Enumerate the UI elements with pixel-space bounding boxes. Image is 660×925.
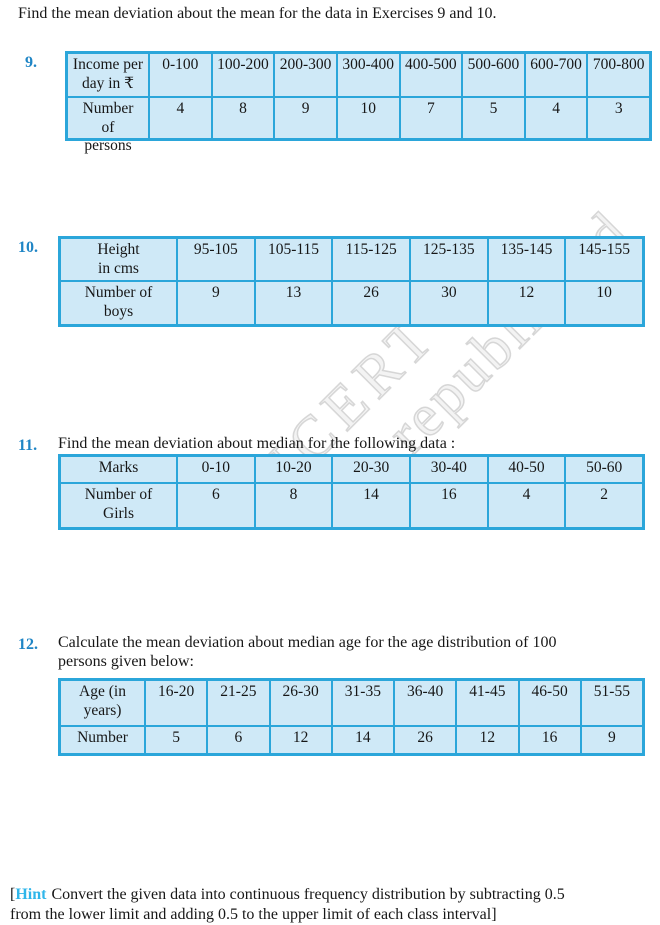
class-interval-cell: 41-45: [456, 680, 519, 726]
frequency-cell: 5: [145, 726, 208, 754]
frequency-cell: 4: [524, 97, 588, 139]
class-interval-cell: 30-40: [409, 456, 488, 483]
class-interval-cell: 400-500: [399, 53, 463, 97]
row-label: Marks: [60, 456, 177, 483]
exercise-11-question: Find the mean deviation about median for…: [58, 435, 456, 452]
frequency-cell: 8: [254, 483, 333, 528]
class-interval-cell: 40-50: [487, 456, 566, 483]
frequency-cell: 9: [177, 281, 255, 325]
row-label: Number of boys: [60, 281, 177, 325]
hint-line2: from the lower limit and adding 0.5 to t…: [10, 906, 497, 923]
frequency-cell: 6: [207, 726, 270, 754]
frequency-cell: 16: [409, 483, 488, 528]
frequency-cell: 30: [409, 281, 488, 325]
exercise-12-table: Age (in years) 16-20 21-25 26-30 31-35 36-40…: [58, 678, 645, 756]
frequency-cell: 12: [487, 281, 566, 325]
class-interval-cell: 26-30: [269, 680, 332, 726]
frequency-cell: 12: [269, 726, 332, 754]
class-interval-cell: 50-60: [565, 456, 643, 483]
frequency-cell: 10: [565, 281, 643, 325]
class-interval-cell: 700-800: [587, 53, 650, 97]
hint-text-line1: Convert the given data into continuous f…: [51, 886, 565, 903]
exercise-12: 12. Calculate the mean deviation about m…: [18, 633, 660, 756]
frequency-cell: 14: [331, 726, 394, 754]
class-interval-cell: 200-300: [274, 53, 337, 97]
class-interval-cell: 46-50: [518, 680, 581, 726]
exercise-11-number: 11.: [18, 437, 38, 454]
class-interval-cell: 20-30: [332, 456, 410, 483]
intro-text: Find the mean deviation about the mean f…: [18, 5, 497, 22]
frequency-cell: 26: [394, 726, 457, 754]
class-interval-cell: 16-20: [145, 680, 208, 726]
frequency-cell: 13: [254, 281, 333, 325]
row-label: Age (in years): [60, 680, 145, 726]
class-interval-cell: 600-700: [524, 53, 588, 97]
exercise-9-number: 9.: [25, 54, 37, 71]
class-interval-cell: 31-35: [331, 680, 394, 726]
class-interval-cell: 100-200: [211, 53, 275, 97]
exercise-9-table: Income per day in ₹ 0-100 100-200 200-300 3…: [65, 51, 652, 154]
class-interval-cell: 95-105: [177, 238, 255, 281]
hint-label: Hint: [15, 886, 47, 903]
exercise-10-number: 10.: [18, 239, 38, 256]
frequency-cell: 12: [456, 726, 519, 754]
frequency-cell: 14: [332, 483, 410, 528]
hint-line1: [Hint Convert the given data into continu…: [10, 885, 652, 905]
exercise-11: 11. Find the mean deviation about median…: [18, 434, 660, 530]
frequency-cell: 3: [587, 97, 650, 139]
exercise-10: 10. Height in cms 95-105 105-115 115-125 12…: [18, 236, 660, 327]
class-interval-cell: 500-600: [462, 53, 525, 97]
class-interval-cell: 105-115: [254, 238, 333, 281]
exercise-12-number: 12.: [18, 636, 38, 653]
class-interval-cell: 115-125: [332, 238, 410, 281]
exercise-12-question-line2: persons given below:: [58, 653, 194, 670]
class-interval-cell: 145-155: [565, 238, 643, 281]
row-label: Height in cms: [60, 238, 177, 281]
frequency-cell: 8: [211, 97, 275, 139]
frequency-cell: 9: [274, 97, 337, 139]
frequency-cell: 6: [177, 483, 255, 528]
row-label: Number of persons: [67, 97, 149, 154]
row-label: Income per day in ₹: [67, 53, 149, 97]
class-interval-cell: 135-145: [487, 238, 566, 281]
row-label: Number: [60, 726, 145, 754]
frequency-cell: 7: [399, 97, 463, 139]
frequency-cell: 4: [487, 483, 566, 528]
frequency-cell: 5: [462, 97, 525, 139]
frequency-cell: 10: [336, 97, 400, 139]
exercise-10-table: Height in cms 95-105 105-115 115-125 125-13…: [58, 236, 645, 327]
frequency-cell: 16: [518, 726, 581, 754]
frequency-cell: 4: [149, 97, 212, 139]
exercise-12-question-line1: Calculate the mean deviation about media…: [58, 634, 557, 651]
class-interval-cell: 51-55: [580, 680, 643, 726]
exercise-11-table: Marks 0-10 10-20 20-30 30-40 40-50 50-60 Numb…: [58, 454, 645, 530]
class-interval-cell: 36-40: [394, 680, 457, 726]
exercise-9: 9. Income per day in ₹ 0-100 100-200 200-3…: [18, 51, 660, 154]
frequency-cell: 2: [565, 483, 643, 528]
class-interval-cell: 10-20: [254, 456, 333, 483]
class-interval-cell: 300-400: [336, 53, 400, 97]
hint-block: [Hint Convert the given data into continu…: [10, 885, 652, 925]
frequency-cell: 26: [332, 281, 410, 325]
row-label: Number of Girls: [60, 483, 177, 528]
class-interval-cell: 125-135: [409, 238, 488, 281]
class-interval-cell: 0-10: [177, 456, 255, 483]
class-interval-cell: 0-100: [149, 53, 212, 97]
frequency-cell: 9: [580, 726, 643, 754]
class-interval-cell: 21-25: [207, 680, 270, 726]
